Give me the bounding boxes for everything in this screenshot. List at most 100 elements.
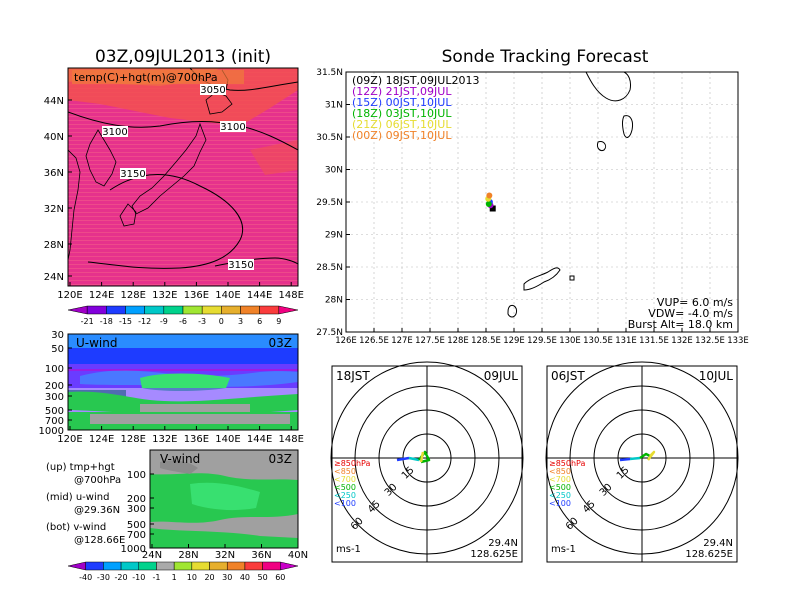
lon-tick-label: 130.5E xyxy=(583,336,613,346)
pressure-tick-label: 200 xyxy=(127,494,146,505)
colorbar-label: -18 xyxy=(100,317,113,326)
coastline-china xyxy=(68,149,81,261)
pressure-tick-label: 500 xyxy=(45,406,64,417)
colorbar-label: 0 xyxy=(219,317,224,326)
temp-map-frame xyxy=(67,67,299,287)
colorbar-swatch xyxy=(262,561,281,571)
track-point xyxy=(485,200,492,207)
lon-tick-label: 127.5E xyxy=(415,336,445,346)
lon-tick-label: 132E xyxy=(152,434,177,445)
colorbar-swatch xyxy=(156,561,175,571)
pressure-tick-label: 100 xyxy=(127,470,146,481)
lon-tick-label: 128E xyxy=(120,290,145,301)
hodograph-lon: 128.625E xyxy=(685,549,733,560)
lat-tick-label: 28N xyxy=(178,550,198,561)
note-mid-1: (mid) u-wind xyxy=(46,492,109,503)
lat-tick-label: 31.5N xyxy=(316,68,343,78)
lat-tick-label: 28N xyxy=(44,240,64,251)
colorbar-label: 1 xyxy=(172,573,177,582)
track-legend-entry: (12Z) 21JST,09JUL xyxy=(352,85,452,98)
note-up-1: (up) tmp+hgt xyxy=(46,462,115,473)
lon-tick-label: 126.5E xyxy=(359,336,389,346)
warm-region-right xyxy=(250,140,298,175)
hodograph-time: 06JST xyxy=(551,369,585,383)
lat-tick-label: 40N xyxy=(288,550,308,561)
lon-tick-label: 133E xyxy=(727,336,749,346)
lon-tick-label: 131E xyxy=(615,336,637,346)
track-legend-entry: (18Z) 03JST,10JUL xyxy=(352,107,452,120)
pressure-tick-label: 1000 xyxy=(121,544,146,555)
contour-labels: 3050 3100 3100 3150 3150 xyxy=(102,84,254,271)
hodograph-date: 10JUL xyxy=(699,369,734,383)
hodograph-lat: 29.4N xyxy=(488,538,518,549)
lat-tick-label: 29N xyxy=(325,231,343,241)
colorbar-swatch xyxy=(138,561,157,571)
pressure-tick-label: 300 xyxy=(127,504,146,515)
colorbar-swatch xyxy=(163,305,184,315)
island-yakushima xyxy=(585,72,631,102)
u-wind-band-top xyxy=(68,334,298,348)
pressure-tick-label: 700 xyxy=(45,416,64,427)
note-bot-1: (bot) v-wind xyxy=(46,522,106,533)
hodograph-lat: 29.4N xyxy=(703,538,733,549)
track-point xyxy=(486,192,493,199)
lon-tick-label: 136E xyxy=(184,434,209,445)
track-lat-axis: 31.5N 31N 30.5N 30N 29.5N 29N 28.5N 28N 27.5N xyxy=(316,68,350,338)
panel-notes: (up) tmp+hgt @700hPa (mid) u-wind @29.36… xyxy=(46,462,125,546)
pressure-tick-label: 700 xyxy=(127,530,146,541)
island-small-1 xyxy=(597,141,607,151)
colorbar-label: 6 xyxy=(257,317,262,326)
colorbar-label: -21 xyxy=(81,317,94,326)
temp-map-lat-axis: 44N 40N 36N 32N 28N 24N xyxy=(44,96,72,283)
island-tokunoshima xyxy=(507,305,517,318)
colorbar-label: -1 xyxy=(152,573,160,582)
level-legend-entry: ≥850hPa xyxy=(549,459,586,468)
colorbar-label: -3 xyxy=(198,317,206,326)
u-wind-frame xyxy=(67,333,299,431)
lat-tick-label: 30.5N xyxy=(316,133,343,143)
hodograph-unit: ms-1 xyxy=(336,544,361,555)
hodograph-trace xyxy=(408,456,420,462)
colorbar-label: 9 xyxy=(276,317,281,326)
colorbar-label: -30 xyxy=(97,573,110,582)
hodograph-unit: ms-1 xyxy=(551,544,576,555)
colorbar-label: -6 xyxy=(179,317,187,326)
colorbar-swatch xyxy=(221,305,241,315)
colorbar-swatch xyxy=(67,561,86,571)
colorbar-label: 30 xyxy=(222,573,232,582)
level-legend-entry: <850 xyxy=(334,467,356,476)
colorbar-swatch xyxy=(103,561,122,571)
track-map: (09Z) 18JST,09JUL2013(12Z) 21JST,09JUL(1… xyxy=(316,68,749,346)
level-legend-entry: <100 xyxy=(549,499,571,508)
burst-alt-text: Burst Alt= 18.0 km xyxy=(628,318,733,331)
contour-label: 3100 xyxy=(102,127,127,138)
lon-tick-label: 148E xyxy=(278,290,303,301)
colorbar-swatch xyxy=(85,561,104,571)
note-up-2: @700hPa xyxy=(74,475,121,486)
v-wind-time: 03Z xyxy=(269,452,293,466)
lon-tick-label: 128.5E xyxy=(471,336,501,346)
lon-tick-label: 128E xyxy=(447,336,469,346)
colorbar-label: 20 xyxy=(204,573,214,582)
v-wind-lat-axis: 24N 28N 32N 36N 40N xyxy=(142,544,308,561)
hodograph-trace xyxy=(396,456,410,462)
track-points xyxy=(485,192,496,212)
left-title: 03Z,09JUL2013 (init) xyxy=(95,47,271,67)
lon-tick-label: 128E xyxy=(120,434,145,445)
lon-tick-label: 126E xyxy=(335,336,357,346)
lat-tick-label: 24N xyxy=(44,272,64,283)
lat-tick-label: 28N xyxy=(325,296,343,306)
colorbar-label: 10 xyxy=(187,573,197,582)
right-title: Sonde Tracking Forecast xyxy=(442,47,649,67)
hodograph-trace xyxy=(647,450,656,461)
colorbar-swatch xyxy=(125,305,145,315)
u-wind-band-upper xyxy=(68,348,298,364)
lat-tick-label: 28.5N xyxy=(316,263,343,273)
lon-tick-label: 140E xyxy=(215,290,240,301)
level-legend-entry: <250 xyxy=(334,491,356,500)
colorbar-swatch xyxy=(106,305,126,315)
wind-colorbar: -40 -30 -20 -10 -1 1 10 20 30 40 50 60 xyxy=(67,561,299,582)
lat-tick-label: 32N xyxy=(215,550,235,561)
